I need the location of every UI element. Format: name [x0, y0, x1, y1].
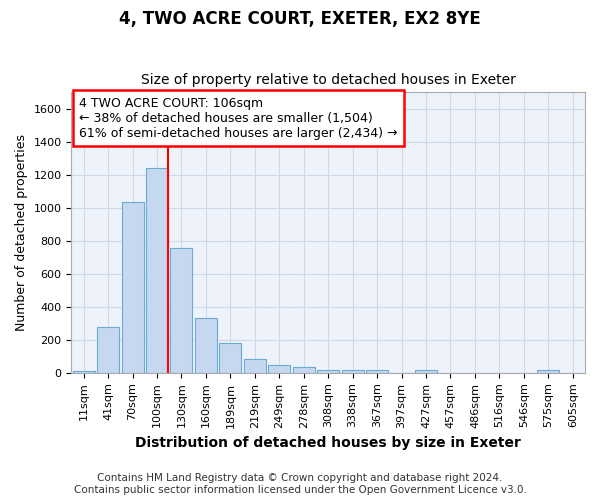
Bar — [538, 370, 559, 373]
Bar — [170, 248, 193, 373]
Bar — [195, 318, 217, 373]
Bar — [220, 343, 241, 373]
Text: Contains HM Land Registry data © Crown copyright and database right 2024.
Contai: Contains HM Land Registry data © Crown c… — [74, 474, 526, 495]
Bar — [244, 359, 266, 373]
Bar — [293, 368, 315, 373]
Bar — [122, 202, 143, 373]
Text: 4, TWO ACRE COURT, EXETER, EX2 8YE: 4, TWO ACRE COURT, EXETER, EX2 8YE — [119, 10, 481, 28]
Bar — [366, 370, 388, 373]
Text: 4 TWO ACRE COURT: 106sqm
← 38% of detached houses are smaller (1,504)
61% of sem: 4 TWO ACRE COURT: 106sqm ← 38% of detach… — [79, 96, 398, 140]
Bar — [415, 370, 437, 373]
Y-axis label: Number of detached properties: Number of detached properties — [15, 134, 28, 331]
Bar — [317, 370, 339, 373]
Bar — [97, 327, 119, 373]
Title: Size of property relative to detached houses in Exeter: Size of property relative to detached ho… — [141, 73, 515, 87]
Bar — [146, 168, 168, 373]
Bar — [341, 370, 364, 373]
X-axis label: Distribution of detached houses by size in Exeter: Distribution of detached houses by size … — [135, 436, 521, 450]
Bar — [73, 371, 95, 373]
Bar — [268, 365, 290, 373]
